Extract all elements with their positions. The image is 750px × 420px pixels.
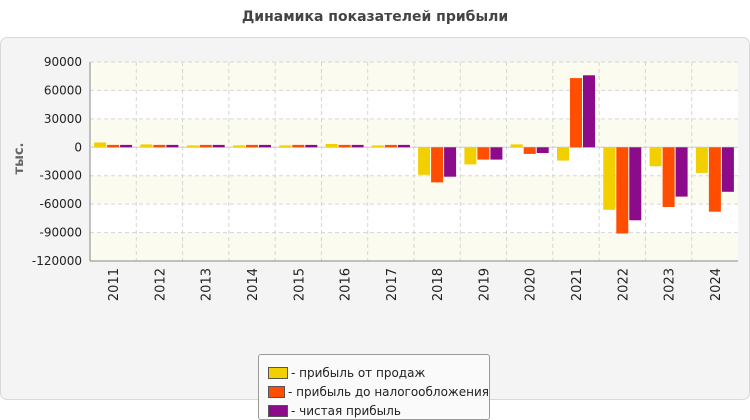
bar-2023-s2 [675,147,688,197]
bar-chart: 90000 60000 30000 0 -30000 -60000 -90000 -12000… [12,55,738,301]
bar-2012-s2 [166,144,179,148]
bar-2017-s0 [371,145,384,148]
x-tick-label: 2013 [200,268,215,301]
bar-2021-s1 [570,78,582,148]
x-tick-label: 2017 [385,268,400,301]
bar-2014-s2 [259,144,271,148]
legend-label-net-profit: - чистая прибыль [291,403,401,418]
y-tick-label: 0 [74,140,82,154]
legend-label-pretax-profit: - прибыль до налогообложения [288,384,489,399]
bar-2014-s0 [233,145,245,148]
legend-item-net-profit[interactable]: - чистая прибыль [259,401,489,420]
y-tick-label: 60000 [44,83,82,97]
legend-swatch-pretax-profit [268,385,286,398]
bar-2013-s0 [186,145,199,148]
x-tick-label: 2018 [431,268,446,301]
y-axis-label: тыс. [12,143,27,175]
legend-label-sales-profit: - прибыль от продаж [291,365,426,380]
x-tick-label: 2019 [477,268,492,301]
legend: - прибыль от продаж - прибыль до налогоо… [258,354,490,420]
chart-title: Динамика показателей прибыли [241,9,509,25]
bar-2022-s2 [629,147,642,221]
bar-2011-s2 [120,144,133,148]
bar-2013-s1 [199,144,212,148]
bar-2017-s2 [397,144,410,148]
y-tick-label: -120000 [32,254,82,268]
bar-2018-s1 [431,147,444,183]
x-tick-label: 2015 [292,268,307,301]
bar-2015-s2 [305,144,318,148]
bar-2020-s2 [536,147,549,153]
bar-2023-s0 [649,147,662,167]
bar-2021-s2 [583,75,595,148]
x-tick-label: 2011 [107,268,122,301]
bar-2022-s1 [616,147,629,234]
x-tick-label: 2022 [616,268,631,301]
y-tick-label: 90000 [44,55,82,69]
bar-2014-s1 [246,144,258,148]
bar-2016-s2 [351,144,364,148]
legend-swatch-net-profit [268,404,288,417]
y-tick-label: -90000 [39,226,82,240]
bar-2019-s1 [477,147,490,160]
x-tick-label: 2014 [246,268,261,301]
x-tick-label: 2021 [570,268,585,301]
y-tick-label: 30000 [44,112,82,126]
bar-2018-s0 [418,147,431,175]
bar-2011-s0 [94,142,107,148]
x-tick-label: 2016 [339,268,354,301]
bar-2015-s1 [292,144,305,148]
bar-2023-s1 [662,147,675,207]
chart-panel: 90000 60000 30000 0 -30000 -60000 -90000 -12000… [0,37,750,420]
x-tick-label: 2023 [663,268,678,301]
bar-2015-s0 [279,145,292,148]
bar-2020-s0 [510,144,523,148]
bar-2019-s0 [464,147,477,165]
bar-2011-s1 [107,144,120,148]
bar-2016-s1 [338,144,351,148]
bar-2020-s1 [523,147,536,154]
bar-2022-s0 [603,147,616,210]
bar-2024-s1 [708,147,721,212]
x-tick-label: 2012 [153,268,168,301]
legend-item-sales-profit[interactable]: - прибыль от продаж [259,363,489,382]
bar-2016-s0 [325,144,338,148]
legend-item-pretax-profit[interactable]: - прибыль до налогообложения [259,382,489,401]
y-tick-label: -30000 [39,169,82,183]
bar-2021-s0 [557,147,569,161]
bar-2012-s0 [140,144,153,148]
bar-2012-s1 [153,144,166,148]
bar-2013-s2 [212,144,225,148]
bar-2024-s2 [721,147,734,192]
x-tick-label: 2020 [524,268,539,301]
bar-2019-s2 [490,147,503,160]
y-tick-label: -60000 [39,197,82,211]
x-tick-label: 2024 [709,268,724,301]
bar-2018-s2 [444,147,457,177]
bar-2024-s0 [695,147,708,173]
bar-2017-s1 [384,144,397,148]
legend-swatch-sales-profit [268,366,288,379]
